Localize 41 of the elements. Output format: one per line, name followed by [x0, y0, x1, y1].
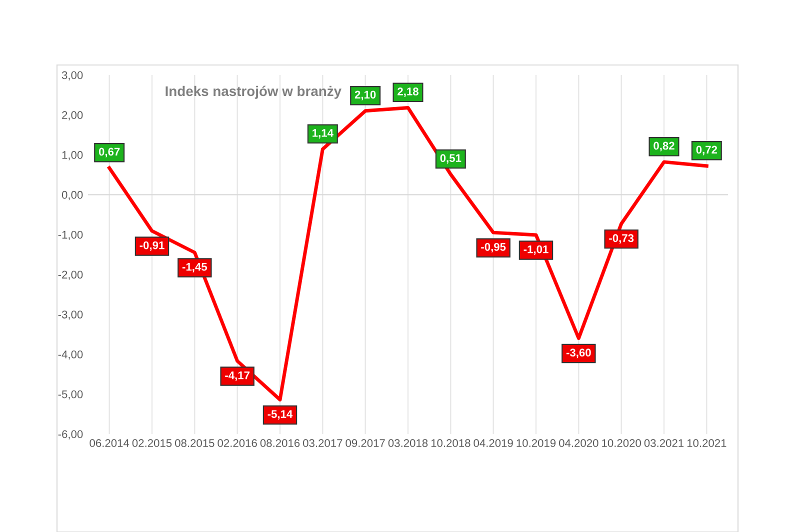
x-tick-label: 10.2019 [516, 439, 556, 448]
x-tick-label: 04.2020 [559, 439, 598, 448]
y-tick-label: -3,00 [58, 310, 83, 320]
y-tick-label: -4,00 [58, 350, 83, 360]
x-tick-label: 09.2017 [346, 439, 385, 448]
x-tick-label: 02.2015 [132, 439, 172, 448]
text: Indeks nastrojów w branży [166, 86, 342, 99]
x-tick-label: 10.2018 [431, 439, 470, 448]
x-tick-label: 10.2020 [602, 439, 641, 448]
x-tick-label: 10.2021 [687, 439, 726, 448]
y-tick-label: -1,00 [58, 230, 83, 240]
data-label: 0,51 [440, 154, 462, 164]
x-tick-label: 04.2019 [474, 439, 513, 448]
data-label: 0,67 [98, 148, 120, 158]
data-label: -1,01 [524, 245, 548, 255]
data-label: -0,91 [140, 241, 164, 251]
y-tick-label: 3,00 [62, 71, 83, 80]
x-tick-label: 03.2018 [388, 439, 428, 448]
x-tick-label: 03.2021 [644, 439, 684, 448]
y-tick-label: -5,00 [58, 390, 83, 400]
data-label: -0,73 [609, 234, 634, 244]
x-tick-label: 08.2016 [260, 439, 300, 448]
y-tick-label: -2,00 [58, 270, 83, 280]
x-tick-label: 08.2015 [175, 439, 214, 448]
data-label: 1,14 [312, 129, 334, 139]
data-label: -3,60 [566, 348, 591, 358]
data-label: -1,45 [182, 263, 208, 272]
data-label: 2,10 [354, 90, 376, 100]
y-tick-label: 0,00 [62, 190, 83, 200]
data-label: -0,95 [481, 242, 506, 252]
x-tick-label: 03.2017 [303, 439, 342, 448]
x-tick-label: 02.2016 [218, 439, 257, 448]
data-label: -4,17 [225, 372, 250, 381]
data-label: -5,14 [268, 410, 293, 420]
y-tick-label: 2,00 [62, 111, 83, 120]
data-label: 2,18 [398, 88, 418, 98]
data-label: 0,82 [654, 142, 674, 152]
data-label: 0,72 [696, 146, 718, 156]
x-tick-label: 06.2014 [90, 439, 130, 448]
y-tick-label: -6,00 [58, 430, 83, 440]
y-tick-label: 1,00 [62, 151, 83, 160]
